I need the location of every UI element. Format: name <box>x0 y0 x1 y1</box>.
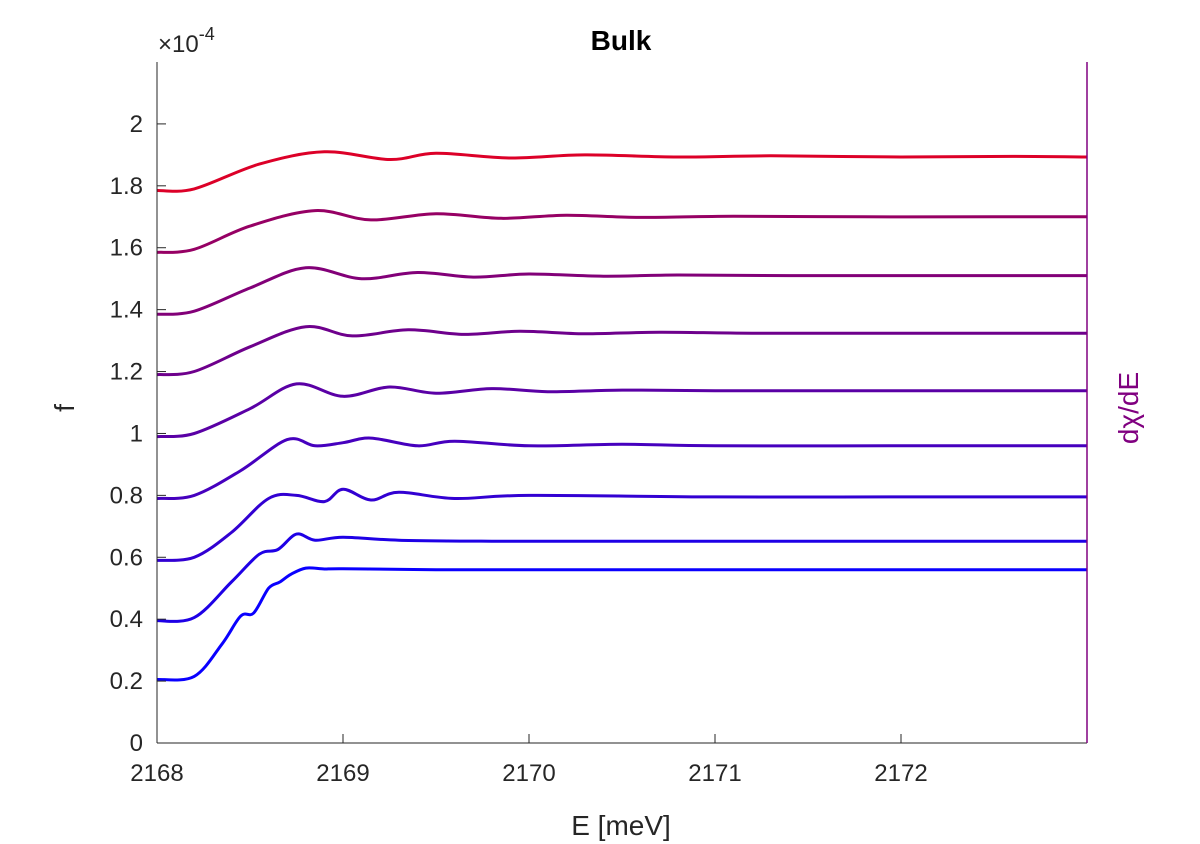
y-tick-label: 1.6 <box>110 235 143 262</box>
y-tick-label: 0 <box>130 730 143 757</box>
x-tick-label: 2171 <box>688 760 741 787</box>
chart-title: Bulk <box>591 25 652 56</box>
series-line-3 <box>156 487 1087 562</box>
series-line-2 <box>156 532 1087 623</box>
series-line-6 <box>156 325 1087 377</box>
exponent-power: -4 <box>199 24 215 44</box>
series-line-9 <box>156 150 1088 193</box>
plot-area: 0 0.2 0.4 0.6 0.8 1 1.2 1.4 1.6 1.8 2 2168 2169 2170 2… <box>110 62 1088 787</box>
y-tick-label: 1.8 <box>110 173 143 200</box>
y-tick-label: 1.2 <box>110 359 143 386</box>
series-line-8 <box>156 209 1087 254</box>
y-tick-label: 0.2 <box>110 668 143 695</box>
series-line-7 <box>156 266 1087 316</box>
right-axis-label: dχ/dE <box>1113 372 1144 444</box>
y-tick-label: 0.4 <box>110 606 143 633</box>
series-line-4 <box>156 436 1087 500</box>
y-tick-label: 1.4 <box>110 297 143 324</box>
exponent-label: ×10-4 <box>158 24 215 58</box>
x-axis-label: E [meV] <box>571 810 671 841</box>
x-tick-label: 2169 <box>316 760 369 787</box>
y-tick-label: 0.6 <box>110 544 143 571</box>
y-axis-label: f <box>49 404 80 412</box>
x-tick-label: 2168 <box>130 760 183 787</box>
y-tick-label: 0.8 <box>110 482 143 509</box>
y-tick-label: 1 <box>130 420 143 447</box>
series-line-5 <box>156 382 1087 439</box>
y-tick-label: 2 <box>130 111 143 138</box>
x-tick-label: 2170 <box>502 760 555 787</box>
series-line-1 <box>156 566 1087 682</box>
x-tick-label: 2172 <box>874 760 927 787</box>
